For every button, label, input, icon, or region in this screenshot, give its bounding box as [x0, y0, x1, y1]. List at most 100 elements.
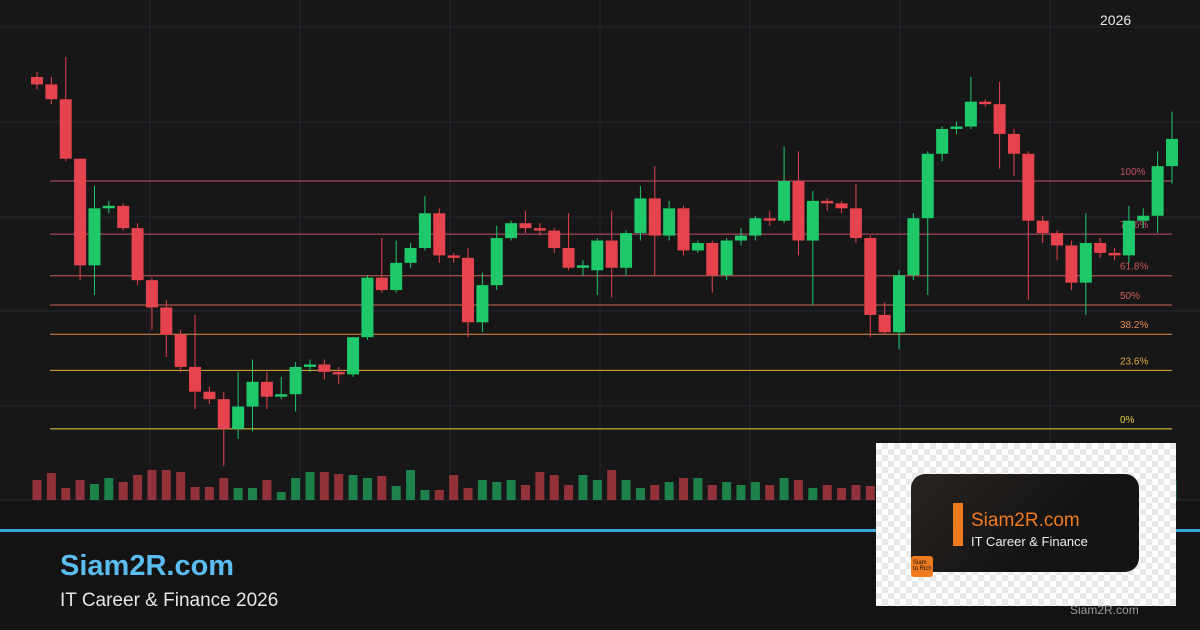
candle-body [1022, 153, 1035, 221]
volume-bar [664, 482, 674, 500]
fib-label: 38.2% [1120, 320, 1148, 331]
volume-bar [334, 474, 344, 500]
brand-subtitle: IT Career & Finance 2026 [60, 590, 279, 611]
candle-body [1079, 243, 1092, 283]
volume-bar [679, 478, 689, 500]
logo: Siam2R.com IT Career & Finance Siam to R… [876, 443, 1176, 606]
logo-card: Siam2R.com IT Career & Finance Siam to R… [911, 474, 1139, 577]
volume-bar [190, 487, 200, 500]
candle-body [131, 228, 144, 281]
volume-bar [362, 478, 372, 500]
volume-bar [492, 482, 502, 500]
candle-body [979, 101, 992, 105]
candle-body [734, 235, 747, 241]
candle-body [361, 277, 374, 338]
candle-body [663, 208, 676, 236]
candle-body [792, 181, 805, 241]
candle-body [993, 104, 1006, 134]
volume-bar [520, 485, 530, 500]
candle-body [160, 307, 173, 335]
candle-body [1036, 220, 1049, 234]
volume-bar [765, 485, 775, 500]
volume-bar [693, 478, 703, 500]
volume-bar [722, 482, 732, 500]
volume-bar [578, 475, 588, 500]
volume-bar [549, 475, 559, 500]
volume-bar [822, 485, 832, 500]
candle-body [505, 223, 518, 239]
candle-body [562, 247, 575, 268]
watermark: Siam2R.com [1070, 603, 1139, 617]
candle-body [964, 101, 977, 127]
candle-body [749, 218, 762, 236]
volume-bar [319, 472, 329, 500]
candle-body [864, 238, 877, 315]
volume-bar [650, 485, 660, 500]
volume-bar [391, 486, 401, 500]
candle-body [476, 285, 489, 323]
candle-body [390, 262, 403, 291]
candle-body [275, 394, 288, 397]
fib-label: 23.6% [1120, 356, 1148, 367]
candle-body [31, 76, 43, 85]
candle-body [1137, 215, 1150, 221]
candle-body [1151, 166, 1164, 216]
fib-label: 61.8% [1120, 262, 1148, 273]
candle-body [1065, 245, 1078, 283]
candle-body [548, 230, 561, 248]
volume-bar [779, 478, 789, 500]
volume-bar [176, 472, 186, 500]
candle-body [1166, 138, 1178, 167]
volume-bar [104, 478, 114, 500]
candle-body [289, 366, 302, 395]
candle-body [332, 371, 345, 375]
volume-bar [32, 480, 42, 500]
volume-bar [204, 487, 214, 500]
volume-bar [262, 480, 272, 500]
volume-bar [808, 488, 818, 500]
candle-body [648, 198, 661, 236]
volume-bar [133, 475, 143, 500]
candle-body [433, 213, 446, 256]
candle-body [260, 381, 273, 397]
candle-body [318, 364, 331, 372]
volume-bar [420, 490, 430, 500]
volume-bar [535, 472, 545, 500]
volume-bar [219, 478, 229, 500]
volume-bar [477, 480, 487, 500]
volume-bar [75, 480, 85, 500]
volume-bar [736, 485, 746, 500]
volume-bar [276, 492, 286, 500]
year: 2026 [1100, 12, 1131, 28]
volume-bar [506, 480, 516, 500]
logo-bar [953, 503, 963, 546]
candle-body [907, 218, 920, 276]
candle-body [1108, 252, 1121, 256]
candle-body [878, 314, 891, 333]
candle-body [849, 208, 862, 239]
volume-bar [406, 470, 416, 500]
candle-body [677, 208, 690, 251]
volume-bar [348, 475, 358, 500]
volume-bar [635, 488, 645, 500]
fib-label: 0% [1120, 415, 1135, 426]
candle-body [303, 364, 316, 367]
candle-body [893, 275, 906, 333]
candle-body [821, 200, 834, 204]
volume-bar [46, 473, 56, 500]
volume-bar [161, 470, 171, 500]
candle-body [720, 240, 733, 276]
candle-body [691, 243, 704, 251]
volume-bar [291, 478, 301, 500]
candle-body [232, 406, 245, 429]
candle-body [591, 240, 604, 271]
candle-body [620, 233, 633, 268]
candle-body [145, 280, 158, 308]
candle-body [1051, 233, 1064, 246]
volume-bar [851, 485, 861, 500]
candle-body [462, 257, 475, 323]
candle-body [117, 205, 130, 229]
volume-bar [865, 486, 875, 500]
